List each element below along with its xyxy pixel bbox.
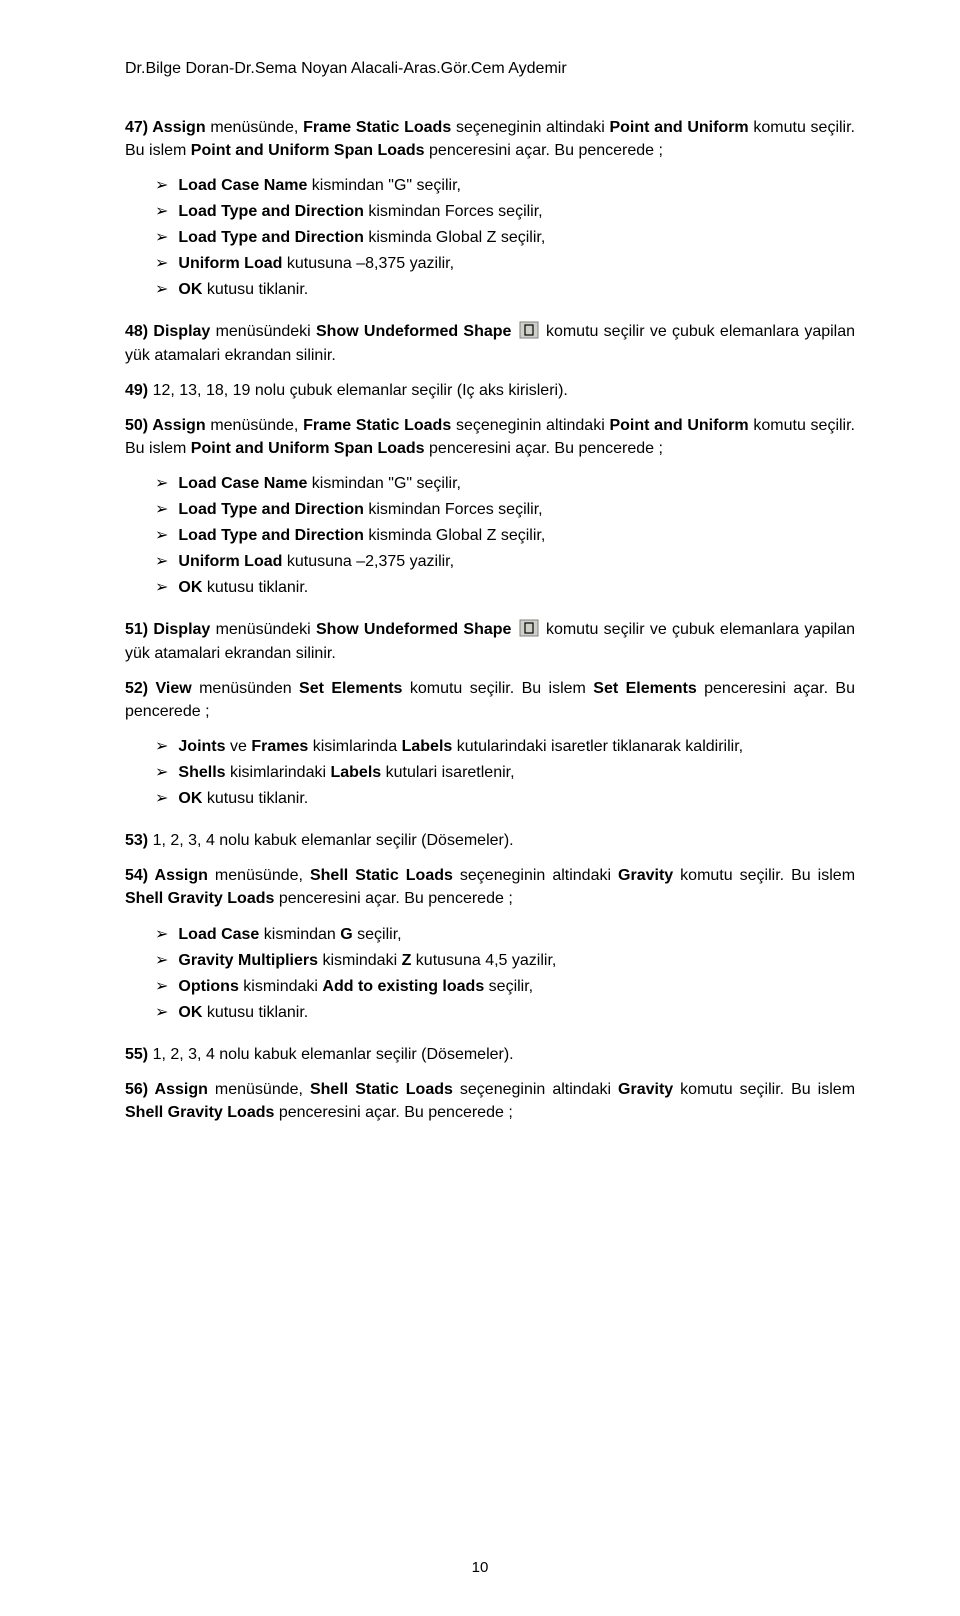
undeformed-shape-icon [519, 619, 539, 637]
step-50: 50) Assign menüsünde, Frame Static Loads… [125, 414, 855, 460]
document-page: Dr.Bilge Doran-Dr.Sema Noyan Alacali-Ara… [0, 0, 960, 1616]
bullet-list-2: ➢Load Case Name kismindan "G" seçilir, ➢… [155, 472, 855, 600]
step-54: 54) Assign menüsünde, Shell Static Loads… [125, 864, 855, 910]
bullet-list-3: ➢Joints ve Frames kisimlarinda Labels ku… [155, 735, 855, 811]
step-52: 52) View menüsünden Set Elements komutu … [125, 677, 855, 723]
step-51: 51) Display menüsündeki Show Undeformed … [125, 618, 855, 664]
step-55: 55) 1, 2, 3, 4 nolu kabuk elemanlar seçi… [125, 1043, 855, 1066]
undeformed-shape-icon [519, 321, 539, 339]
step-56: 56) Assign menüsünde, Shell Static Loads… [125, 1078, 855, 1124]
page-header: Dr.Bilge Doran-Dr.Sema Noyan Alacali-Ara… [125, 60, 855, 78]
step-47: 47) Assign menüsünde, Frame Static Loads… [125, 116, 855, 162]
page-number: 10 [0, 1559, 960, 1576]
step-53: 53) 1, 2, 3, 4 nolu kabuk elemanlar seçi… [125, 829, 855, 852]
step-48: 48) Display menüsündeki Show Undeformed … [125, 320, 855, 366]
bullet-list-1: ➢Load Case Name kismindan "G" seçilir, ➢… [155, 174, 855, 302]
step-49: 49) 12, 13, 18, 19 nolu çubuk elemanlar … [125, 379, 855, 402]
bullet-list-4: ➢Load Case kismindan G seçilir, ➢Gravity… [155, 923, 855, 1025]
